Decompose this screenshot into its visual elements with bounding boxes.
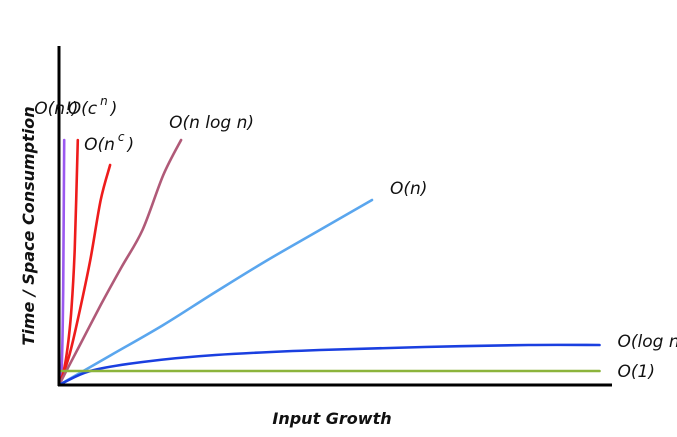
series-line-o-n xyxy=(57,198,374,387)
series-label-o-n-c: O(n c) xyxy=(84,130,134,155)
series-line-o-n-c xyxy=(57,163,112,387)
series-label-o-n: O(n!) xyxy=(34,99,78,119)
series-label-o-c-n: O(c n) xyxy=(68,94,118,119)
x-axis-label: Input Growth xyxy=(272,409,391,428)
y-axis-label: Time / Space Consumption xyxy=(19,106,38,345)
series-labels: O(n!)O(cn) O(nc) O(n log n) O(n) O(log n) O(1… xyxy=(34,94,677,382)
series-label-o-log-n: O(log n) xyxy=(618,332,677,352)
series-label-o-1: O(1) xyxy=(618,362,655,382)
series-label-o-n-log-n: O(n log n) xyxy=(169,113,254,133)
series-lines xyxy=(57,138,601,387)
series-line-o-log-n xyxy=(57,343,601,387)
series-label-o-n: O(n) xyxy=(390,179,427,199)
series-line-o-n-log-n xyxy=(57,138,183,387)
